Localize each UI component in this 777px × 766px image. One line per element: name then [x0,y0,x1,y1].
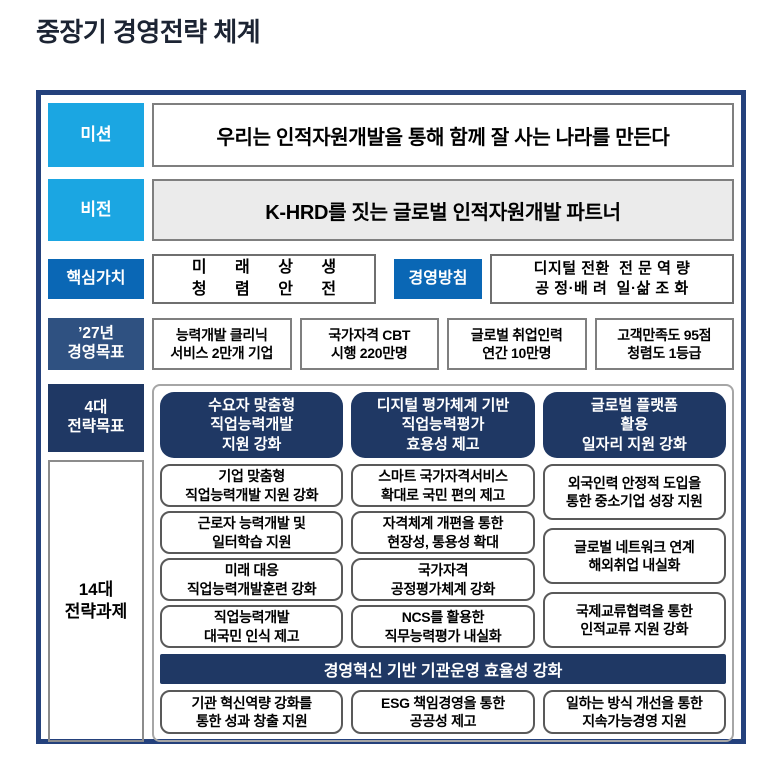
task-item: 기관 혁신역량 강화를 통한 성과 창출 지원 [160,690,344,734]
task-item: 국제교류협력을 통한 인적교류 지원 강화 [542,592,726,648]
policy-label: 경영방침 [394,259,482,299]
innovation-bar: 경영혁신 기반 기관운영 효율성 강화 [160,654,726,684]
task-item: 기업 맞춤형 직업능력개발 지원 강화 [160,464,344,507]
strategic-goals-label: 4대 전략목표 [48,384,144,452]
core-values-box: 미 래 상 생 청 렴 안 전 [152,254,376,304]
strategy-frame: 미션 우리는 인적자원개발을 통해 함께 잘 사는 나라를 만든다 비전 K-H… [36,90,746,744]
strategic-goal-header: 디지털 평가체계 기반 직업능력평가 효용성 제고 [351,392,535,458]
strategic-tasks-grid: 기업 맞춤형 직업능력개발 지원 강화 근로자 능력개발 및 일터학습 지원 미… [160,464,726,648]
goals-2027-row: ’27년 경영목표 능력개발 클리닉 서비스 2만개 기업 국가자격 CBT 시… [48,318,734,370]
values-policy-row: 핵심가치 미 래 상 생 청 렴 안 전 경영방침 디지털 전환 전 문 역 량… [48,254,734,304]
strategy-left-labels: 4대 전략목표 14대 전략과제 [48,384,144,742]
vision-statement: K-HRD를 짓는 글로벌 인적자원개발 파트너 [152,179,734,241]
goal-2027-item: 능력개발 클리닉 서비스 2만개 기업 [152,318,292,370]
task-item: 일하는 방식 개선을 통한 지속가능경영 지원 [542,690,726,734]
task-item: ESG 책임경영을 통한 공공성 제고 [351,690,535,734]
task-item: 국가자격 공정평가체계 강화 [351,558,535,601]
strategic-goal-header: 글로벌 플랫폼 활용 일자리 지원 강화 [542,392,726,458]
innovation-tasks-row: 기관 혁신역량 강화를 통한 성과 창출 지원 ESG 책임경영을 통한 공공성… [160,690,726,734]
task-item: 근로자 능력개발 및 일터학습 지원 [160,511,344,554]
task-column-2: 스마트 국가자격서비스 확대로 국민 편의 제고 자격체계 개편을 통한 현장성… [351,464,535,648]
strategic-goal-headers: 수요자 맞춤형 직업능력개발 지원 강화 디지털 평가체계 기반 직업능력평가 … [160,392,726,458]
goals-2027-label: ’27년 경영목표 [48,318,144,370]
page-title: 중장기 경영전략 체계 [36,17,261,47]
goal-2027-item: 글로벌 취업인력 연간 10만명 [447,318,587,370]
mission-label: 미션 [48,103,144,167]
vision-row: 비전 K-HRD를 짓는 글로벌 인적자원개발 파트너 [48,179,734,241]
task-column-1: 기업 맞춤형 직업능력개발 지원 강화 근로자 능력개발 및 일터학습 지원 미… [160,464,344,648]
task-item: 글로벌 네트워크 연계 해외취업 내실화 [542,528,726,584]
strategic-tasks-label: 14대 전략과제 [48,460,144,742]
mission-statement: 우리는 인적자원개발을 통해 함께 잘 사는 나라를 만든다 [152,103,734,167]
vision-label: 비전 [48,179,144,241]
task-item: 직업능력개발 대국민 인식 제고 [160,605,344,648]
strategy-area: 4대 전략목표 14대 전략과제 수요자 맞춤형 직업능력개발 지원 강화 디지… [48,384,734,742]
task-item: NCS를 활용한 직무능력평가 내실화 [351,605,535,648]
policy-box: 디지털 전환 전 문 역 량 공 정·배 려 일·삶 조 화 [490,254,734,304]
task-item: 자격체계 개편을 통한 현장성, 통용성 확대 [351,511,535,554]
core-values-label: 핵심가치 [48,259,144,299]
goal-2027-item: 고객만족도 95점 청렴도 1등급 [594,318,734,370]
task-item: 스마트 국가자격서비스 확대로 국민 편의 제고 [351,464,535,507]
task-item: 외국인력 안정적 도입을 통한 중소기업 성장 지원 [542,464,726,520]
task-column-3: 외국인력 안정적 도입을 통한 중소기업 성장 지원 글로벌 네트워크 연계 해… [542,464,726,648]
task-item: 미래 대응 직업능력개발훈련 강화 [160,558,344,601]
strategic-goal-header: 수요자 맞춤형 직업능력개발 지원 강화 [160,392,344,458]
strategy-group: 수요자 맞춤형 직업능력개발 지원 강화 디지털 평가체계 기반 직업능력평가 … [152,384,734,742]
mission-row: 미션 우리는 인적자원개발을 통해 함께 잘 사는 나라를 만든다 [48,103,734,167]
goal-2027-item: 국가자격 CBT 시행 220만명 [299,318,439,370]
